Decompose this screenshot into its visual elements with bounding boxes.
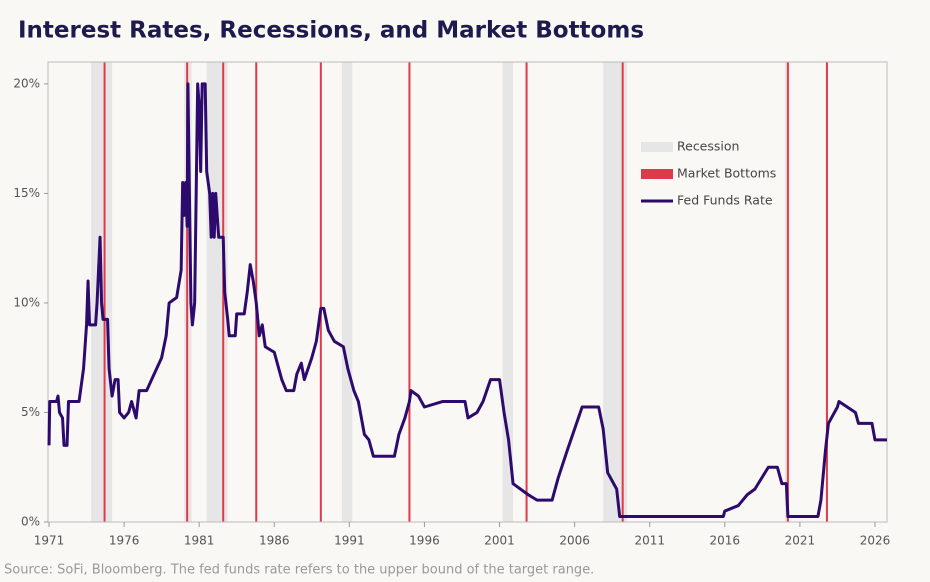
x-tick-label: 2006 (559, 534, 590, 548)
y-tick-label: 5% (21, 405, 40, 419)
legend-swatch (641, 169, 673, 179)
y-tick-label: 0% (21, 515, 40, 529)
x-tick-label: 1996 (409, 534, 440, 548)
recession-band (502, 62, 514, 522)
x-tick-label: 1976 (109, 534, 140, 548)
legend-label: Market Bottoms (677, 166, 776, 181)
y-tick-label: 20% (13, 76, 40, 90)
source-note: Source: SoFi, Bloomberg. The fed funds r… (4, 563, 594, 578)
legend-label: Fed Funds Rate (677, 193, 773, 208)
recession-band (341, 62, 353, 522)
x-tick-label: 1971 (34, 534, 65, 548)
x-tick-label: 1981 (184, 534, 215, 548)
chart-title: Interest Rates, Recessions, and Market B… (18, 18, 644, 44)
plot-frame (47, 61, 888, 523)
x-tick-label: 2021 (785, 534, 816, 548)
legend-label: Recession (677, 139, 739, 154)
x-tick-label: 2026 (860, 534, 891, 548)
rate-line (47, 82, 887, 519)
x-tick-label: 2011 (634, 534, 665, 548)
x-tick-label: 1991 (334, 534, 365, 548)
y-tick-label: 10% (13, 295, 40, 309)
x-tick-label: 2001 (484, 534, 515, 548)
x-tick-label: 2016 (710, 534, 741, 548)
legend-swatch (641, 142, 673, 152)
x-tick-label: 1986 (259, 534, 290, 548)
y-tick-label: 15% (13, 186, 40, 200)
